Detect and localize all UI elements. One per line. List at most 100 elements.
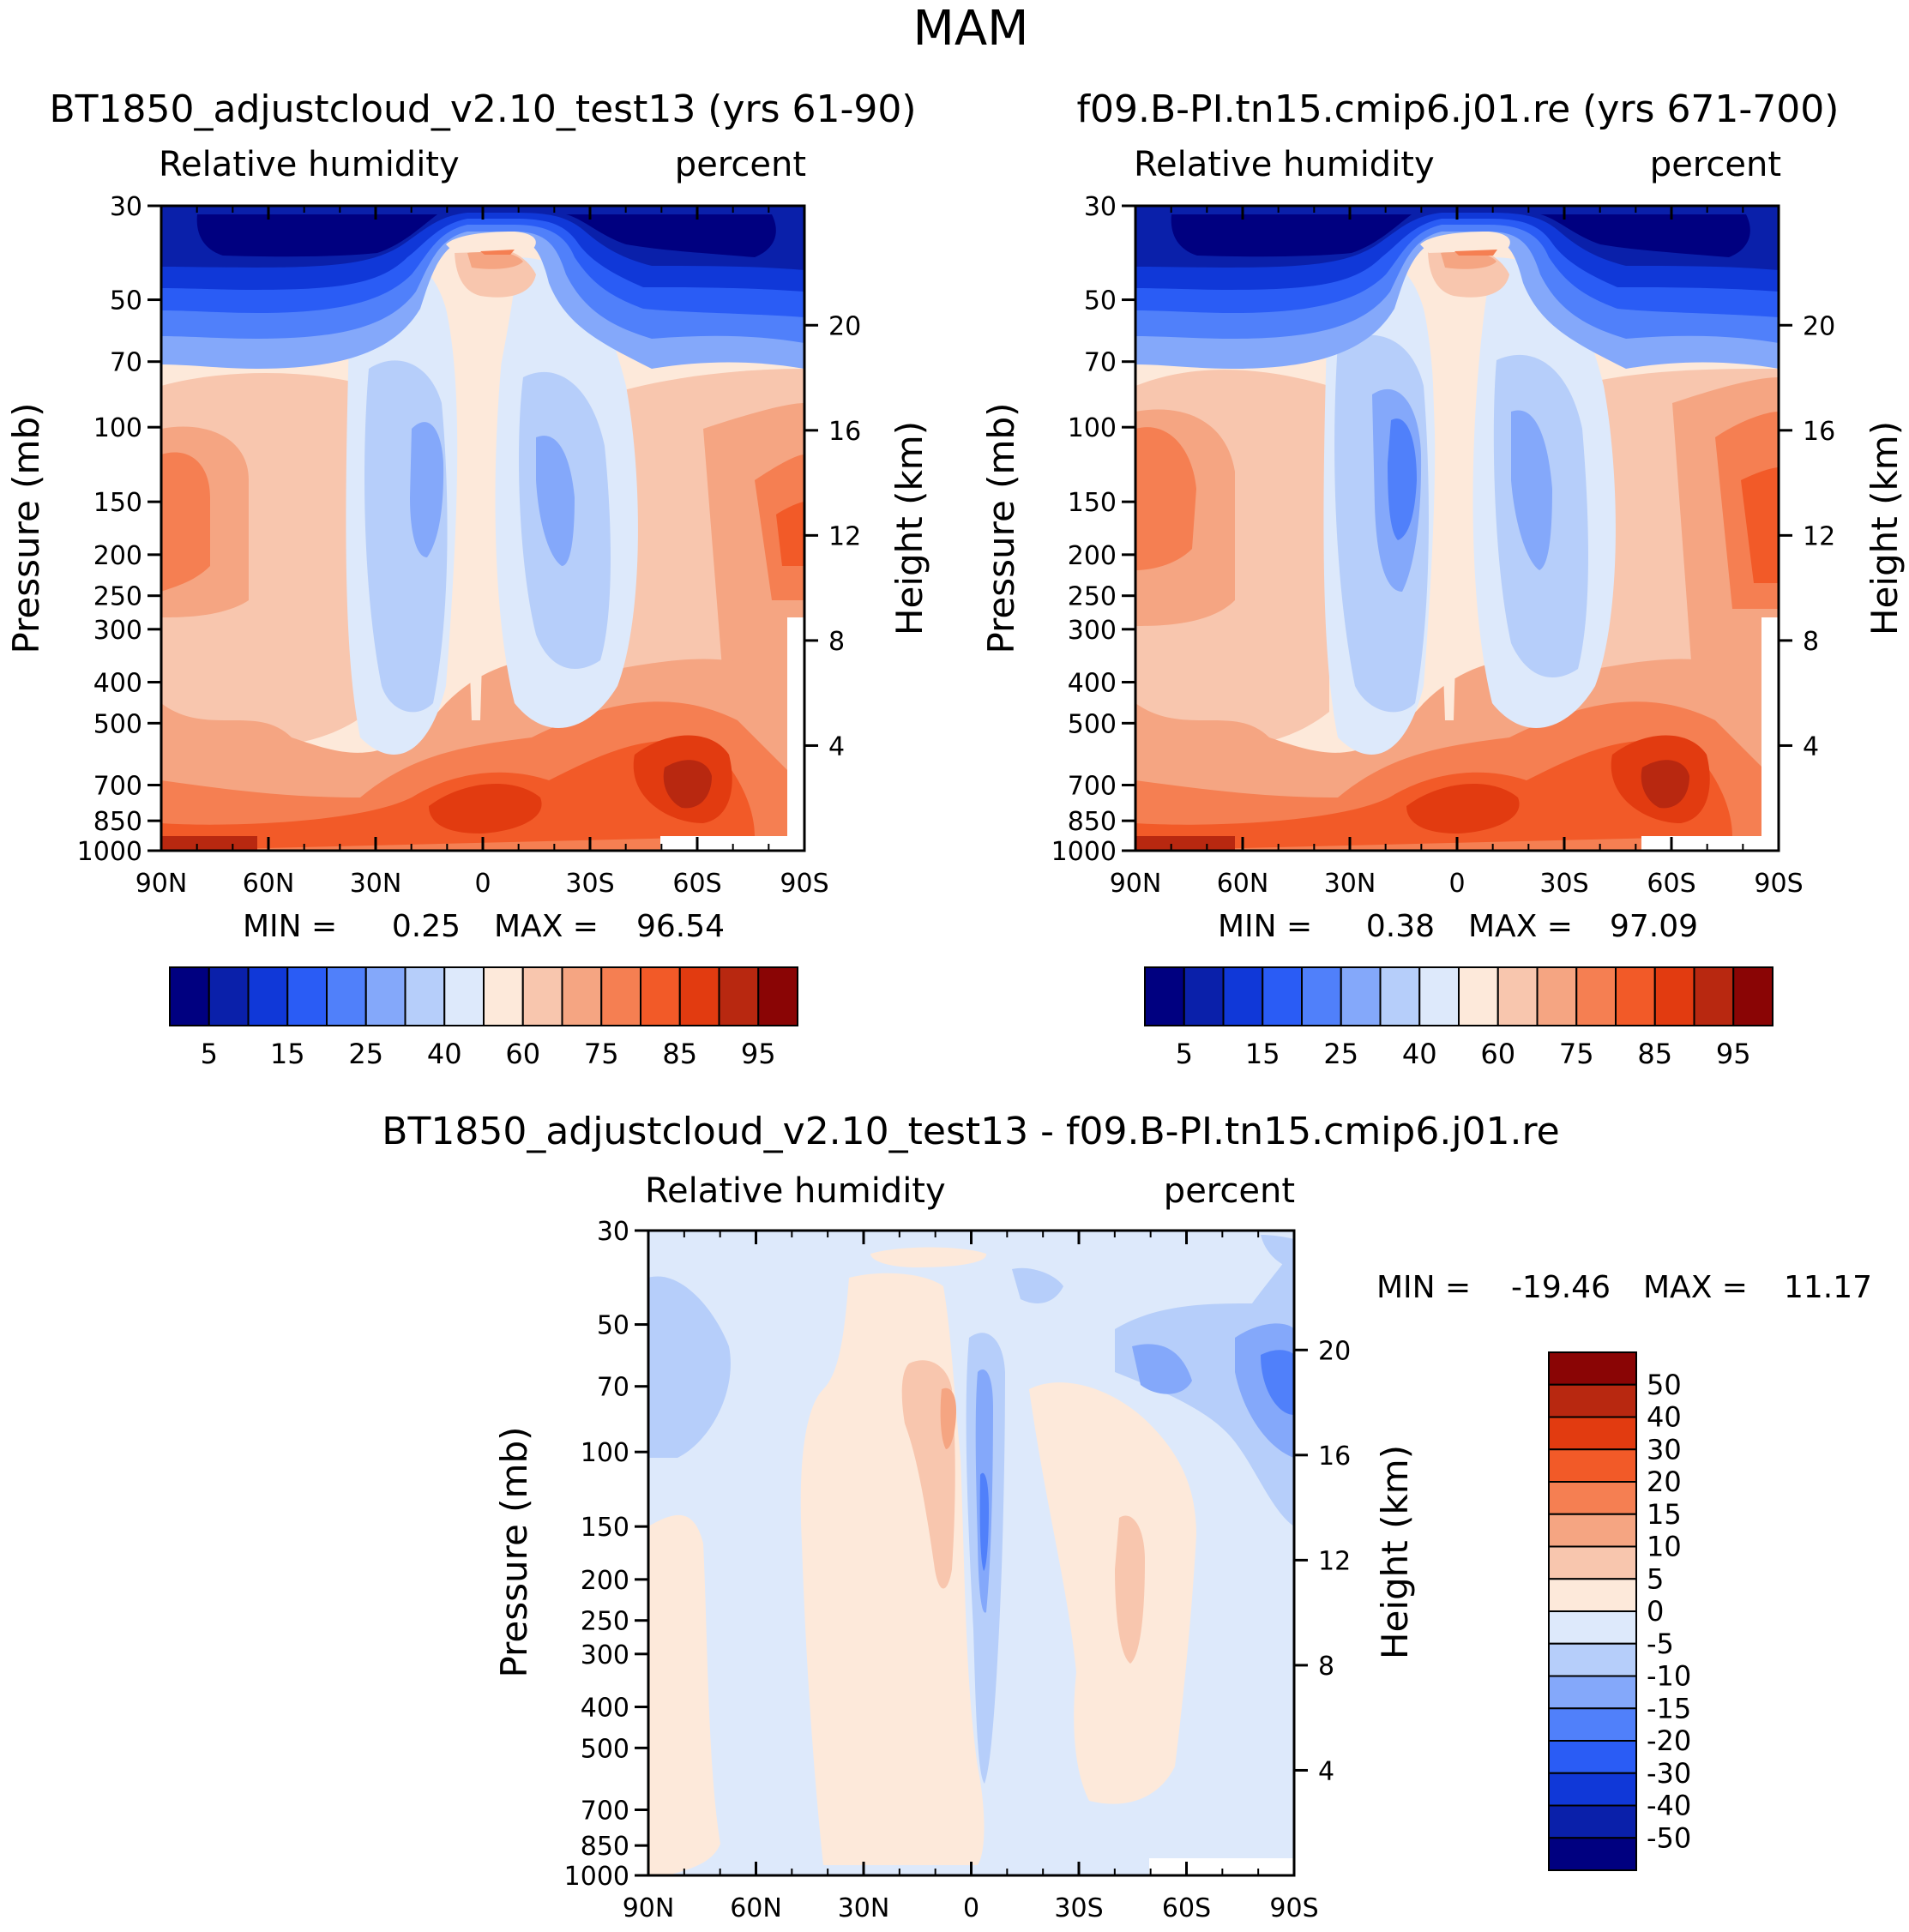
colorbar-box bbox=[1548, 1513, 1637, 1548]
control-contour-band bbox=[1641, 760, 1689, 809]
case-surface-mask bbox=[787, 617, 804, 851]
y-tick-label: 850 bbox=[93, 807, 142, 837]
colorbar-box bbox=[1548, 1642, 1637, 1677]
colorbar-box bbox=[443, 966, 485, 1026]
colorbar-box bbox=[1418, 966, 1460, 1026]
x-tick-label: 60S bbox=[1647, 869, 1695, 899]
difference-contour-band bbox=[1115, 1515, 1145, 1664]
colorbar-box bbox=[1693, 966, 1735, 1026]
colorbar-label: 25 bbox=[348, 1038, 383, 1070]
difference-y-axis-label: Pressure (mb) bbox=[493, 1426, 535, 1677]
colorbar-box bbox=[1548, 1707, 1637, 1742]
colorbar-label: 75 bbox=[584, 1038, 619, 1070]
y-tick-label: 400 bbox=[1068, 668, 1117, 698]
colorbar-box bbox=[1615, 966, 1656, 1026]
case-max-label: MAX = bbox=[494, 909, 599, 944]
colorbar-label: 95 bbox=[741, 1038, 776, 1070]
difference-min-label: MIN = bbox=[1376, 1270, 1471, 1305]
case-min-value: 0.25 bbox=[392, 909, 461, 944]
colorbar-box bbox=[1548, 1481, 1637, 1515]
control-contour-band bbox=[1388, 418, 1417, 540]
control-panel-variable-label: Relative humidity bbox=[1134, 145, 1435, 184]
colorbar-box bbox=[718, 966, 760, 1026]
y-tick-label: 700 bbox=[581, 1797, 629, 1827]
control-contour-band bbox=[1511, 410, 1552, 570]
case-min-label: MIN = bbox=[243, 909, 337, 944]
case-contour-band bbox=[161, 452, 210, 592]
x-tick-label: 90N bbox=[1110, 869, 1162, 899]
colorbar-label: -5 bbox=[1647, 1628, 1674, 1660]
colorbar-box bbox=[208, 966, 250, 1026]
case-contour-band bbox=[161, 836, 257, 851]
colorbar-label: -10 bbox=[1647, 1660, 1691, 1693]
x-tick-label: 90S bbox=[1269, 1893, 1318, 1923]
difference-panel-title: BT1850_adjustcloud_v2.10_test13 - f09.B-… bbox=[382, 1110, 1559, 1153]
y-tick-label: 700 bbox=[1068, 772, 1117, 802]
difference-min-max: MIN = -19.46 MAX = 11.17 bbox=[1376, 1270, 1872, 1305]
y-tick-label: 400 bbox=[581, 1693, 629, 1723]
case-panel-variable-label: Relative humidity bbox=[159, 145, 460, 184]
colorbar-box bbox=[1653, 966, 1695, 1026]
control-y-axis-label: Pressure (mb) bbox=[980, 402, 1022, 653]
colorbar-box bbox=[678, 966, 720, 1026]
control-colorbar: 5 15 25 40 60 75 85 95 bbox=[1144, 966, 1774, 1070]
difference-contour-band bbox=[648, 1514, 720, 1875]
control-y2-axis-label: Height (km) bbox=[1864, 421, 1906, 635]
control-min-label: MIN = bbox=[1218, 909, 1312, 944]
colorbar-box bbox=[1340, 966, 1382, 1026]
colorbar-label: 30 bbox=[1647, 1433, 1682, 1466]
y-tick-label: 850 bbox=[1068, 807, 1117, 837]
y-tick-label: 200 bbox=[93, 541, 142, 571]
case-panel-title: BT1850_adjustcloud_v2.10_test13 (yrs 61-… bbox=[49, 87, 916, 131]
colorbar-box bbox=[326, 966, 367, 1026]
case-contour-band bbox=[446, 232, 536, 253]
colorbar-box bbox=[1548, 1383, 1637, 1418]
difference-contour-band bbox=[1012, 1267, 1063, 1303]
y2-tick-label: 4 bbox=[828, 731, 845, 761]
y-tick-label: 150 bbox=[93, 488, 142, 518]
x-tick-label: 60N bbox=[1217, 869, 1269, 899]
case-axes: 90N 60N 30N 0 30S 60S 90S 30 50 70 100 150 200 250 300… bbox=[77, 192, 862, 899]
y-tick-label: 50 bbox=[110, 286, 142, 316]
control-contour-band bbox=[1135, 427, 1196, 570]
colorbar-label: 85 bbox=[662, 1038, 697, 1070]
x-tick-label: 30N bbox=[838, 1893, 890, 1923]
y-tick-label: 100 bbox=[1068, 413, 1117, 443]
colorbar-label: 85 bbox=[1637, 1038, 1672, 1070]
y-tick-label: 200 bbox=[1068, 541, 1117, 571]
y-tick-label: 300 bbox=[1068, 616, 1117, 646]
difference-axes: 90N 60N 30N 0 30S 60S 90S 30 50 70 100 150 200 250300… bbox=[564, 1217, 1352, 1923]
colorbar-box bbox=[1301, 966, 1342, 1026]
x-tick-label: 90S bbox=[780, 869, 828, 899]
colorbar-box bbox=[1548, 1804, 1637, 1839]
difference-contour-band bbox=[1261, 1235, 1294, 1269]
difference-contour-band bbox=[1115, 1243, 1294, 1526]
x-tick-label: 30S bbox=[1539, 869, 1588, 899]
difference-panel: BT1850_adjustcloud_v2.10_test13 - f09.B-… bbox=[382, 1110, 1872, 1923]
colorbar-label: 0 bbox=[1647, 1595, 1664, 1628]
difference-contour-band bbox=[1029, 1382, 1196, 1804]
y-tick-label: 150 bbox=[1068, 488, 1117, 518]
difference-contour-band bbox=[648, 1276, 731, 1458]
colorbar-box bbox=[561, 966, 603, 1026]
y-tick-label: 70 bbox=[597, 1373, 629, 1403]
colorbar-label: 95 bbox=[1716, 1038, 1751, 1070]
case-panel: BT1850_adjustcloud_v2.10_test13 (yrs 61-… bbox=[5, 87, 930, 1070]
colorbar-label: -30 bbox=[1647, 1757, 1691, 1790]
colorbar-label: 75 bbox=[1559, 1038, 1594, 1070]
case-contour-band bbox=[480, 250, 515, 255]
difference-y2-axis-label: Height (km) bbox=[1374, 1445, 1416, 1659]
colorbar-box bbox=[364, 966, 406, 1026]
colorbar-box bbox=[1144, 966, 1185, 1026]
page-title: MAM bbox=[913, 1, 1029, 57]
y2-tick-label: 16 bbox=[1803, 417, 1835, 447]
colorbar-box bbox=[1548, 1545, 1637, 1580]
y-tick-label: 250 bbox=[93, 582, 142, 612]
colorbar-label: 60 bbox=[505, 1038, 540, 1070]
y-tick-label: 1000 bbox=[77, 837, 142, 867]
case-contour-band bbox=[536, 436, 575, 566]
difference-contour-band bbox=[940, 1387, 956, 1449]
colorbar-box bbox=[1536, 966, 1578, 1026]
